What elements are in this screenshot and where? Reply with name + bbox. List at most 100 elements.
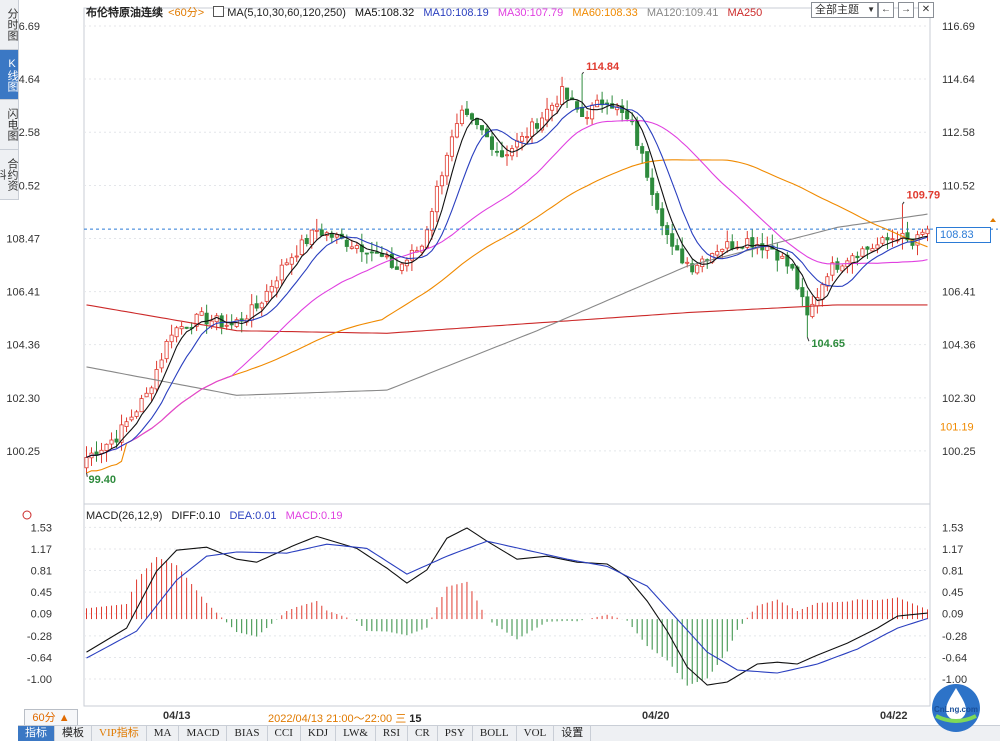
tab-settings[interactable]: 设置 <box>554 726 592 741</box>
candle-body <box>575 101 580 110</box>
next-button[interactable]: → <box>898 2 914 18</box>
ma-group-label: MA(5,10,30,60,120,250) <box>227 7 346 19</box>
tab-kdj[interactable]: KDJ <box>301 726 337 741</box>
candle-body <box>635 120 640 146</box>
candle-body <box>274 280 279 289</box>
macd-tick-right: 0.45 <box>942 587 963 599</box>
candle-body <box>765 246 770 251</box>
candle-body <box>875 244 880 249</box>
candle-body <box>489 136 495 150</box>
candle-body <box>545 108 550 121</box>
candle-body <box>860 248 865 257</box>
candle-body <box>334 234 339 238</box>
candle-body <box>204 312 209 325</box>
tab-cr[interactable]: CR <box>408 726 438 741</box>
ma5-label: MA5:108.32 <box>354 7 415 19</box>
site-logo: CnLng.com <box>932 684 980 732</box>
tab-vip-indicator[interactable]: VIP指标 <box>92 726 147 741</box>
candle-body <box>550 104 555 111</box>
candle-body <box>650 177 655 195</box>
candle-body <box>359 244 364 253</box>
candle-body <box>880 237 885 244</box>
candle-body <box>314 229 319 232</box>
macd-tick-left: 1.53 <box>31 522 52 534</box>
x-label-0413: 04/13 <box>163 710 191 722</box>
close-button[interactable]: ✕ <box>918 2 934 18</box>
ma-settings-icon[interactable] <box>213 6 225 17</box>
candle-body <box>585 117 590 119</box>
candle-body <box>464 108 469 115</box>
macd-tick-left: -1.00 <box>27 674 52 686</box>
theme-select[interactable]: 全部主题 ▼ <box>811 2 878 18</box>
candle-body <box>825 276 830 287</box>
cursor-time: 2022/04/13 21:00～22:00 三 <box>268 713 410 725</box>
tab-psy[interactable]: PSY <box>438 726 473 741</box>
tab-bias[interactable]: BIAS <box>227 726 268 741</box>
candle-body <box>835 261 840 270</box>
candle-body <box>409 249 414 261</box>
candle-body <box>149 387 154 395</box>
candle-body <box>444 154 449 177</box>
side-tab-bar: 分时图 K线图 闪电图 合约资料 <box>0 0 19 200</box>
tab-ma[interactable]: MA <box>147 726 180 741</box>
macd-legend: MACD(26,12,9) DIFF:0.10 DEA:0.01 MACD:0.… <box>86 510 348 522</box>
candle-body <box>850 255 855 264</box>
candle-body <box>790 264 795 269</box>
tab-rsi[interactable]: RSI <box>376 726 409 741</box>
tab-vol[interactable]: VOL <box>517 726 555 741</box>
prev-button[interactable]: ← <box>878 2 894 18</box>
candle-body <box>524 136 530 139</box>
candle-body <box>625 110 630 120</box>
tab-indicator[interactable]: 指标 <box>18 726 55 741</box>
tab-cci[interactable]: CCI <box>268 726 301 741</box>
candle-body <box>750 237 755 248</box>
candle-body <box>84 457 89 469</box>
low-annotation-pointer <box>806 336 810 342</box>
tab-lw[interactable]: LW& <box>336 726 376 741</box>
candle-body <box>905 232 910 241</box>
low-annotation: 104.65 <box>811 338 845 350</box>
tab-kline[interactable]: K线图 <box>0 50 18 100</box>
candle-body <box>720 248 725 252</box>
candle-body <box>595 99 600 108</box>
candle-body <box>540 117 545 131</box>
start-low-annotation: 99.40 <box>89 474 117 486</box>
tab-flash-chart[interactable]: 闪电图 <box>0 100 18 150</box>
tab-macd[interactable]: MACD <box>179 726 228 741</box>
tab-time-share[interactable]: 分时图 <box>0 0 18 50</box>
macd-tick-right: 1.17 <box>942 544 963 556</box>
candle-body <box>294 255 299 258</box>
candle-body <box>469 113 474 120</box>
candle-body <box>119 424 124 443</box>
tab-contract-info[interactable]: 合约资料 <box>0 150 18 200</box>
macd-tick-left: 0.81 <box>31 566 52 578</box>
tab-boll[interactable]: BOLL <box>473 726 517 741</box>
logo-drop <box>946 688 966 720</box>
ma120-label: MA120:109.41 <box>646 7 719 19</box>
candle-body <box>449 136 454 157</box>
candle-body <box>319 229 324 236</box>
candle-body <box>329 233 334 238</box>
ma120-line <box>86 213 928 396</box>
ma60-line <box>86 159 928 474</box>
candle-body <box>640 146 645 154</box>
tab-template[interactable]: 模板 <box>55 726 92 741</box>
candle-body <box>174 327 179 338</box>
period-button[interactable]: 60分 ▲ <box>24 709 78 727</box>
candle-body <box>214 315 219 323</box>
candle-body <box>580 106 585 118</box>
candle-body <box>745 238 750 248</box>
price-marker-icon <box>990 218 996 222</box>
cursor-time-label: 2022/04/13 21:00～22:00 三 15 <box>268 710 422 726</box>
price-tick-right: 110.52 <box>942 180 975 192</box>
macd-tick-left: 1.17 <box>31 544 52 556</box>
macd-tick-right: 1.53 <box>942 522 963 534</box>
candle-body <box>820 284 825 300</box>
candle-body <box>159 359 164 369</box>
price-tick-left: 106.41 <box>6 287 40 299</box>
macd-diff: DIFF:0.10 <box>171 510 221 522</box>
candle-body <box>555 103 560 107</box>
x-label-0422: 04/22 <box>880 710 908 722</box>
candle-body <box>139 398 144 413</box>
